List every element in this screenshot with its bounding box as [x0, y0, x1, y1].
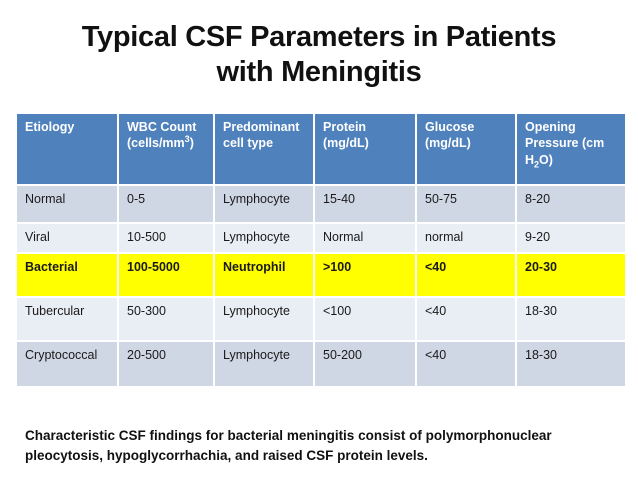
header-label: Predominant cell type: [223, 120, 300, 151]
table-cell: Normal: [315, 224, 415, 252]
table-cell: 50-300: [119, 298, 213, 340]
table-cell: <40: [417, 254, 515, 296]
csf-parameters-table: Etiology WBC Count (cells/mm3) Predomina…: [15, 112, 627, 388]
table-cell: Tubercular: [17, 298, 117, 340]
col-header-wbc-count: WBC Count (cells/mm3): [119, 114, 213, 184]
header-label: WBC Count (cells/mm: [127, 120, 197, 151]
table-cell: 20-500: [119, 342, 213, 386]
table-cell: 50-200: [315, 342, 415, 386]
superscript: 3: [184, 134, 190, 145]
title-line-2: with Meningitis: [216, 56, 422, 89]
footer-note: Characteristic CSF findings for bacteria…: [25, 426, 618, 465]
table-cell: Viral: [17, 224, 117, 252]
header-label: Opening Pressure (cm H: [525, 120, 605, 167]
header-label: Protein (mg/dL): [323, 120, 369, 151]
table-cell: 10-500: [119, 224, 213, 252]
footer-line-2: pleocytosis, hypoglycorrhachia, and rais…: [25, 447, 428, 463]
table-cell: 18-30: [517, 298, 625, 340]
table-row-viral: Viral 10-500 Lymphocyte Normal normal 9-…: [17, 224, 625, 252]
table-cell: <40: [417, 298, 515, 340]
header-label-tail: O): [539, 152, 553, 167]
table-cell: 9-20: [517, 224, 625, 252]
table-cell: 100-5000: [119, 254, 213, 296]
col-header-glucose: Glucose (mg/dL): [417, 114, 515, 184]
table-cell: Lymphocyte: [215, 298, 313, 340]
table-cell: Lymphocyte: [215, 224, 313, 252]
table-cell: 50-75: [417, 186, 515, 222]
table-cell: Lymphocyte: [215, 342, 313, 386]
table-cell: 20-30: [517, 254, 625, 296]
header-label: Etiology: [25, 120, 75, 134]
table-cell: <100: [315, 298, 415, 340]
col-header-etiology: Etiology: [17, 114, 117, 184]
table-row-cryptococcal: Cryptococcal 20-500 Lymphocyte 50-200 <4…: [17, 342, 625, 386]
table-cell: Neutrophil: [215, 254, 313, 296]
header-label-tail: ): [189, 136, 194, 151]
col-header-opening-pressure: Opening Pressure (cm H2O): [517, 114, 625, 184]
table-cell: 18-30: [517, 342, 625, 386]
header-row: Etiology WBC Count (cells/mm3) Predomina…: [17, 114, 625, 184]
table-cell: Cryptococcal: [17, 342, 117, 386]
table-cell: Bacterial: [17, 254, 117, 296]
table-row-bacterial-highlighted: Bacterial 100-5000 Neutrophil >100 <40 2…: [17, 254, 625, 296]
table-cell: <40: [417, 342, 515, 386]
table-cell: 0-5: [119, 186, 213, 222]
table-cell: 8-20: [517, 186, 625, 222]
col-header-predominant-cell-type: Predominant cell type: [215, 114, 313, 184]
table-cell: Lymphocyte: [215, 186, 313, 222]
slide-title: Typical CSF Parameters in Patients with …: [0, 20, 638, 91]
table-cell: normal: [417, 224, 515, 252]
table-row-normal: Normal 0-5 Lymphocyte 15-40 50-75 8-20: [17, 186, 625, 222]
subscript: 2: [534, 159, 540, 169]
footer-line-1: Characteristic CSF findings for bacteria…: [25, 428, 552, 443]
header-label: Glucose (mg/dL): [425, 120, 475, 151]
table-row-tubercular: Tubercular 50-300 Lymphocyte <100 <40 18…: [17, 298, 625, 340]
table-cell: Normal: [17, 186, 117, 222]
table-cell: >100: [315, 254, 415, 296]
col-header-protein: Protein (mg/dL): [315, 114, 415, 184]
table-cell: 15-40: [315, 186, 415, 222]
title-line-1: Typical CSF Parameters in Patients: [81, 21, 557, 53]
